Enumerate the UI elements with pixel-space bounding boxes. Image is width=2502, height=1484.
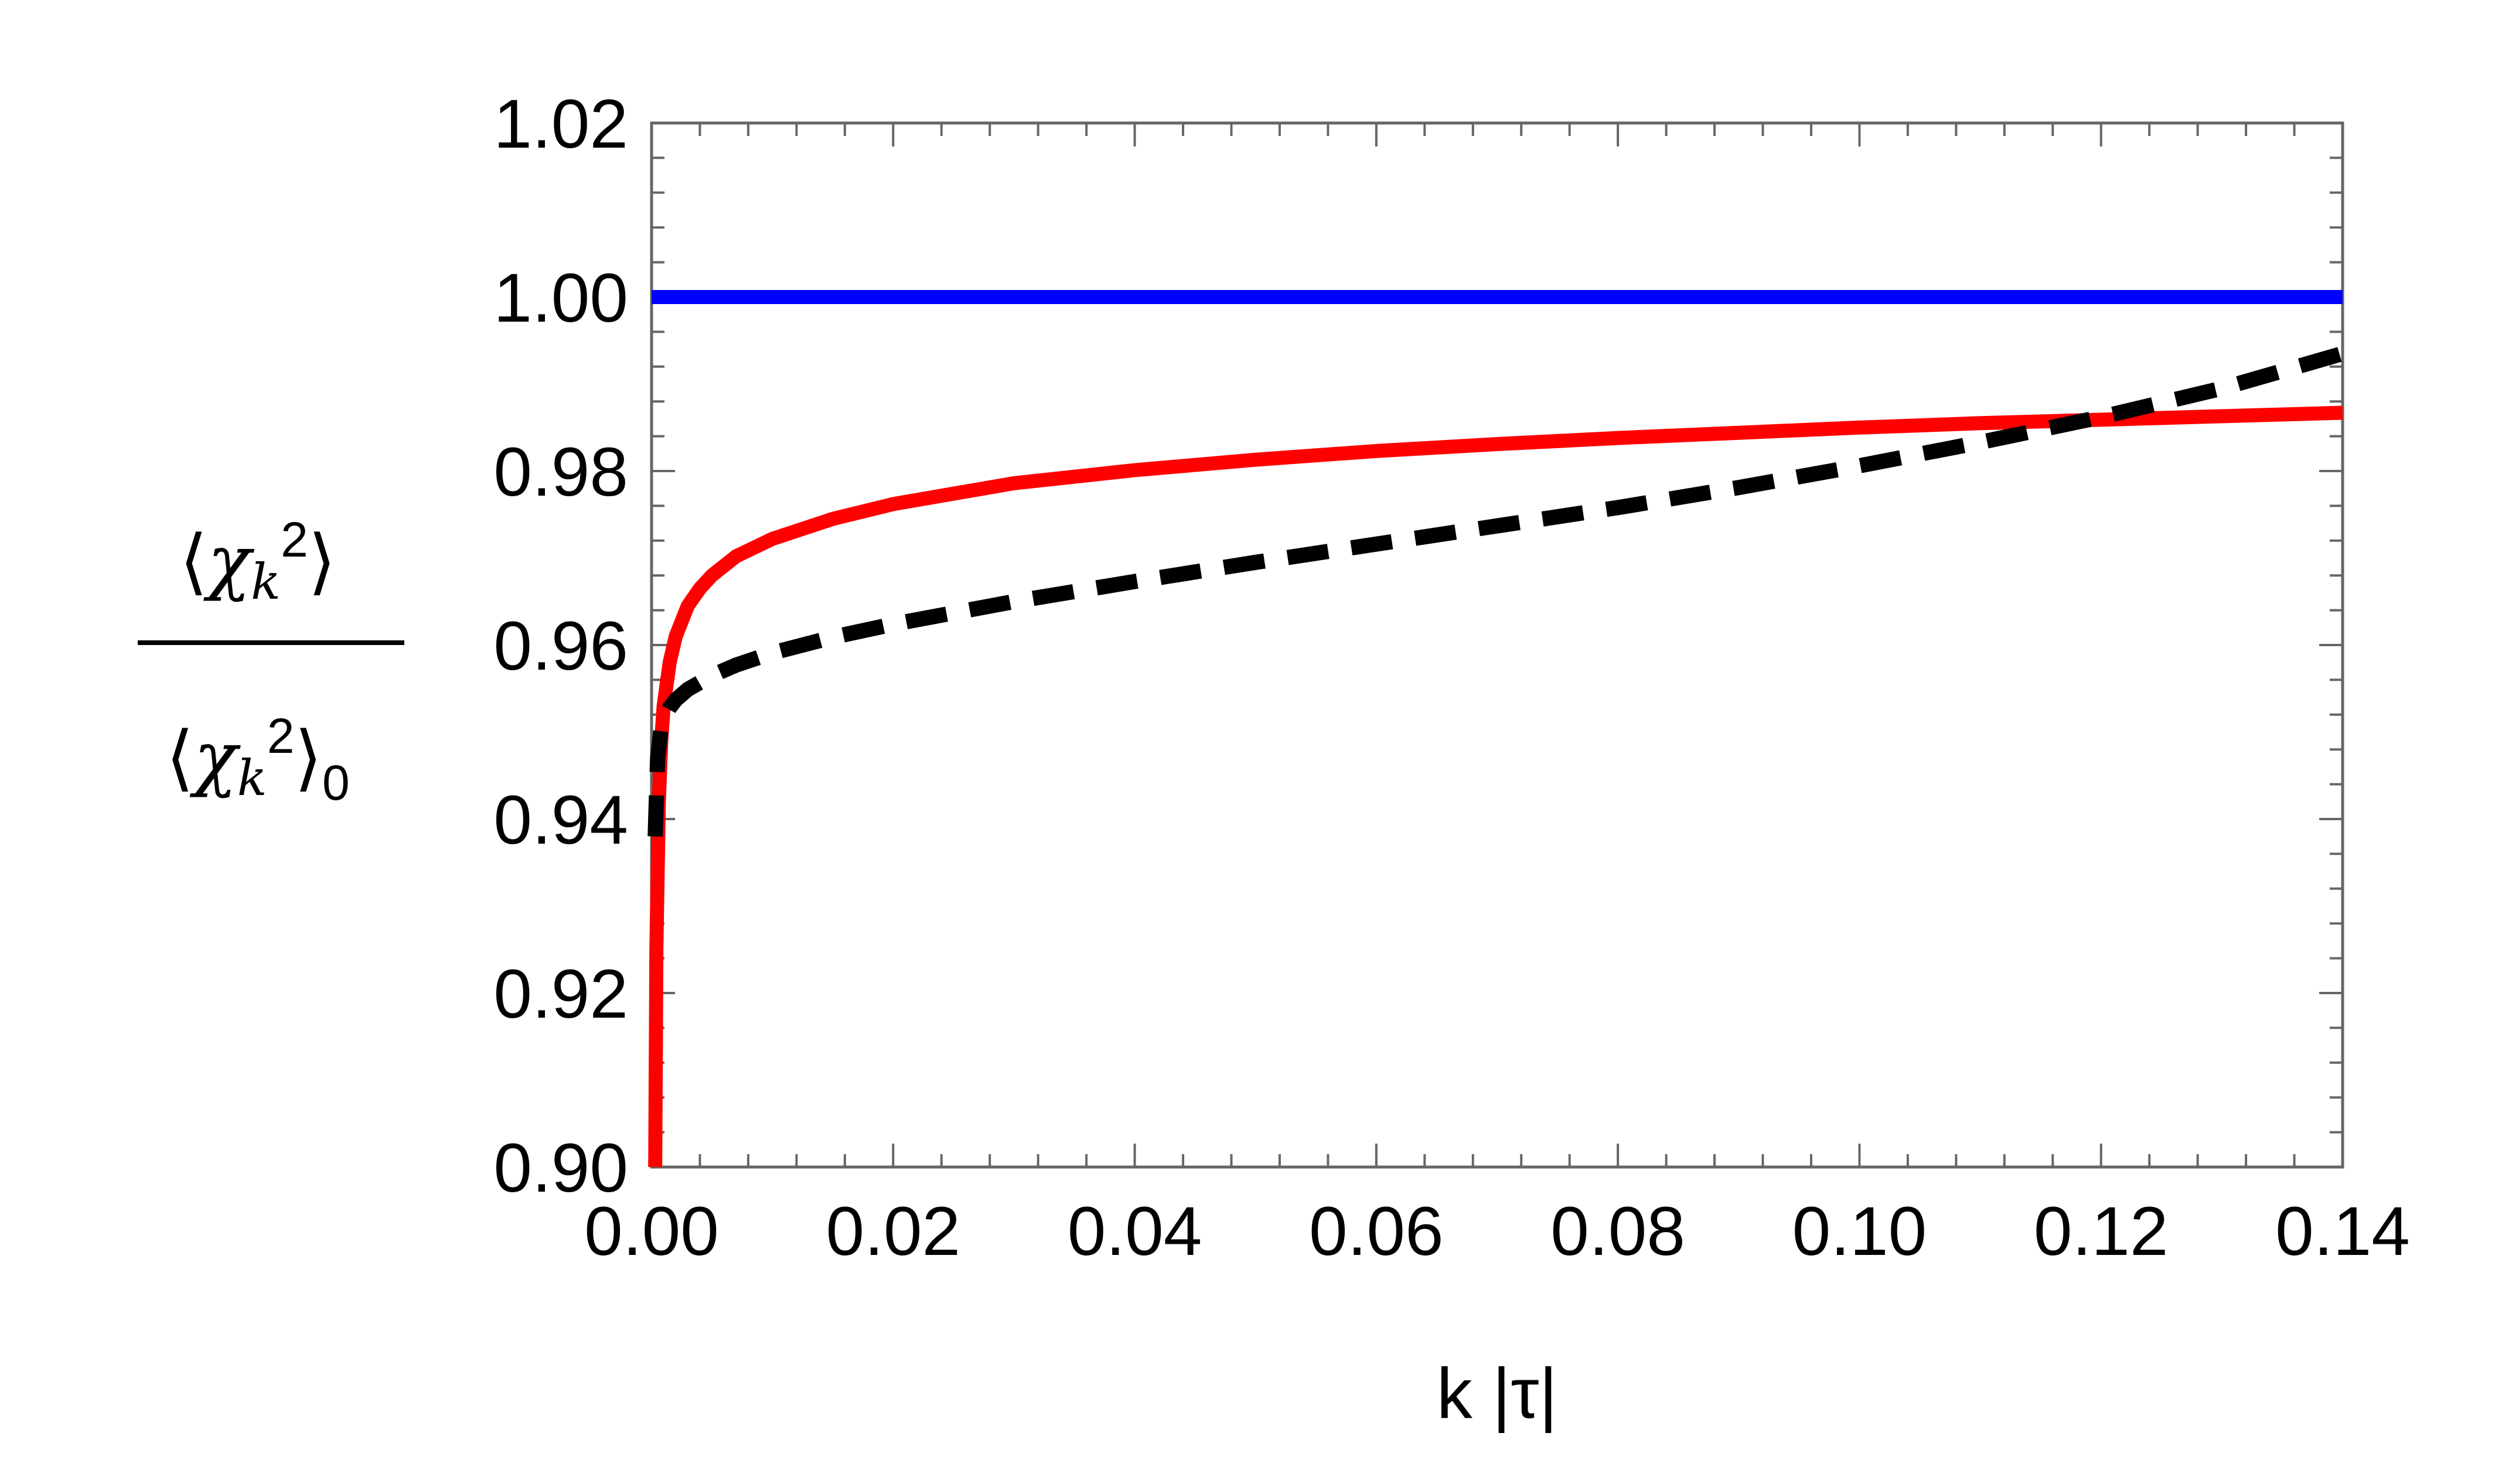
x-tick-label: 0.14: [2275, 1193, 2410, 1270]
tick-labels: 0.00 0.02 0.04 0.06 0.08 0.10 0.12 0.14 0.90 0.92…: [493, 86, 2410, 1270]
plot-frame: [650, 121, 2344, 1169]
series-line-red-solid: [648, 405, 2343, 1168]
y-axis-title: ⟨χk2⟩ ⟨χk2⟩0: [138, 512, 404, 810]
x-axis-title: k |τ|: [1437, 1353, 1557, 1433]
y-tick-label: 0.92: [493, 956, 628, 1033]
series-line-black-dashed: [647, 346, 2345, 837]
series-group: [647, 290, 2345, 1168]
y-tick-label: 0.96: [493, 608, 628, 685]
x-tick-label: 0.08: [1550, 1193, 1685, 1270]
x-tick-label: 0.00: [584, 1193, 719, 1270]
x-tick-label: 0.10: [1792, 1193, 1927, 1270]
y-tick-label: 0.98: [493, 434, 628, 511]
x-tick-label: 0.02: [826, 1193, 960, 1270]
y-tick-label: 1.02: [493, 86, 628, 163]
y-axis-title-denominator: ⟨χk2⟩0: [166, 708, 350, 810]
y-axis-title-numerator: ⟨χk2⟩: [180, 512, 336, 610]
y-tick-label: 1.00: [493, 260, 628, 337]
axis-ticks: [650, 122, 2344, 1168]
y-tick-label: 0.94: [493, 782, 628, 859]
y-tick-label: 0.90: [493, 1130, 628, 1207]
x-tick-label: 0.12: [2034, 1193, 2169, 1270]
x-tick-label: 0.04: [1068, 1193, 1202, 1270]
x-tick-label: 0.06: [1309, 1193, 1444, 1270]
